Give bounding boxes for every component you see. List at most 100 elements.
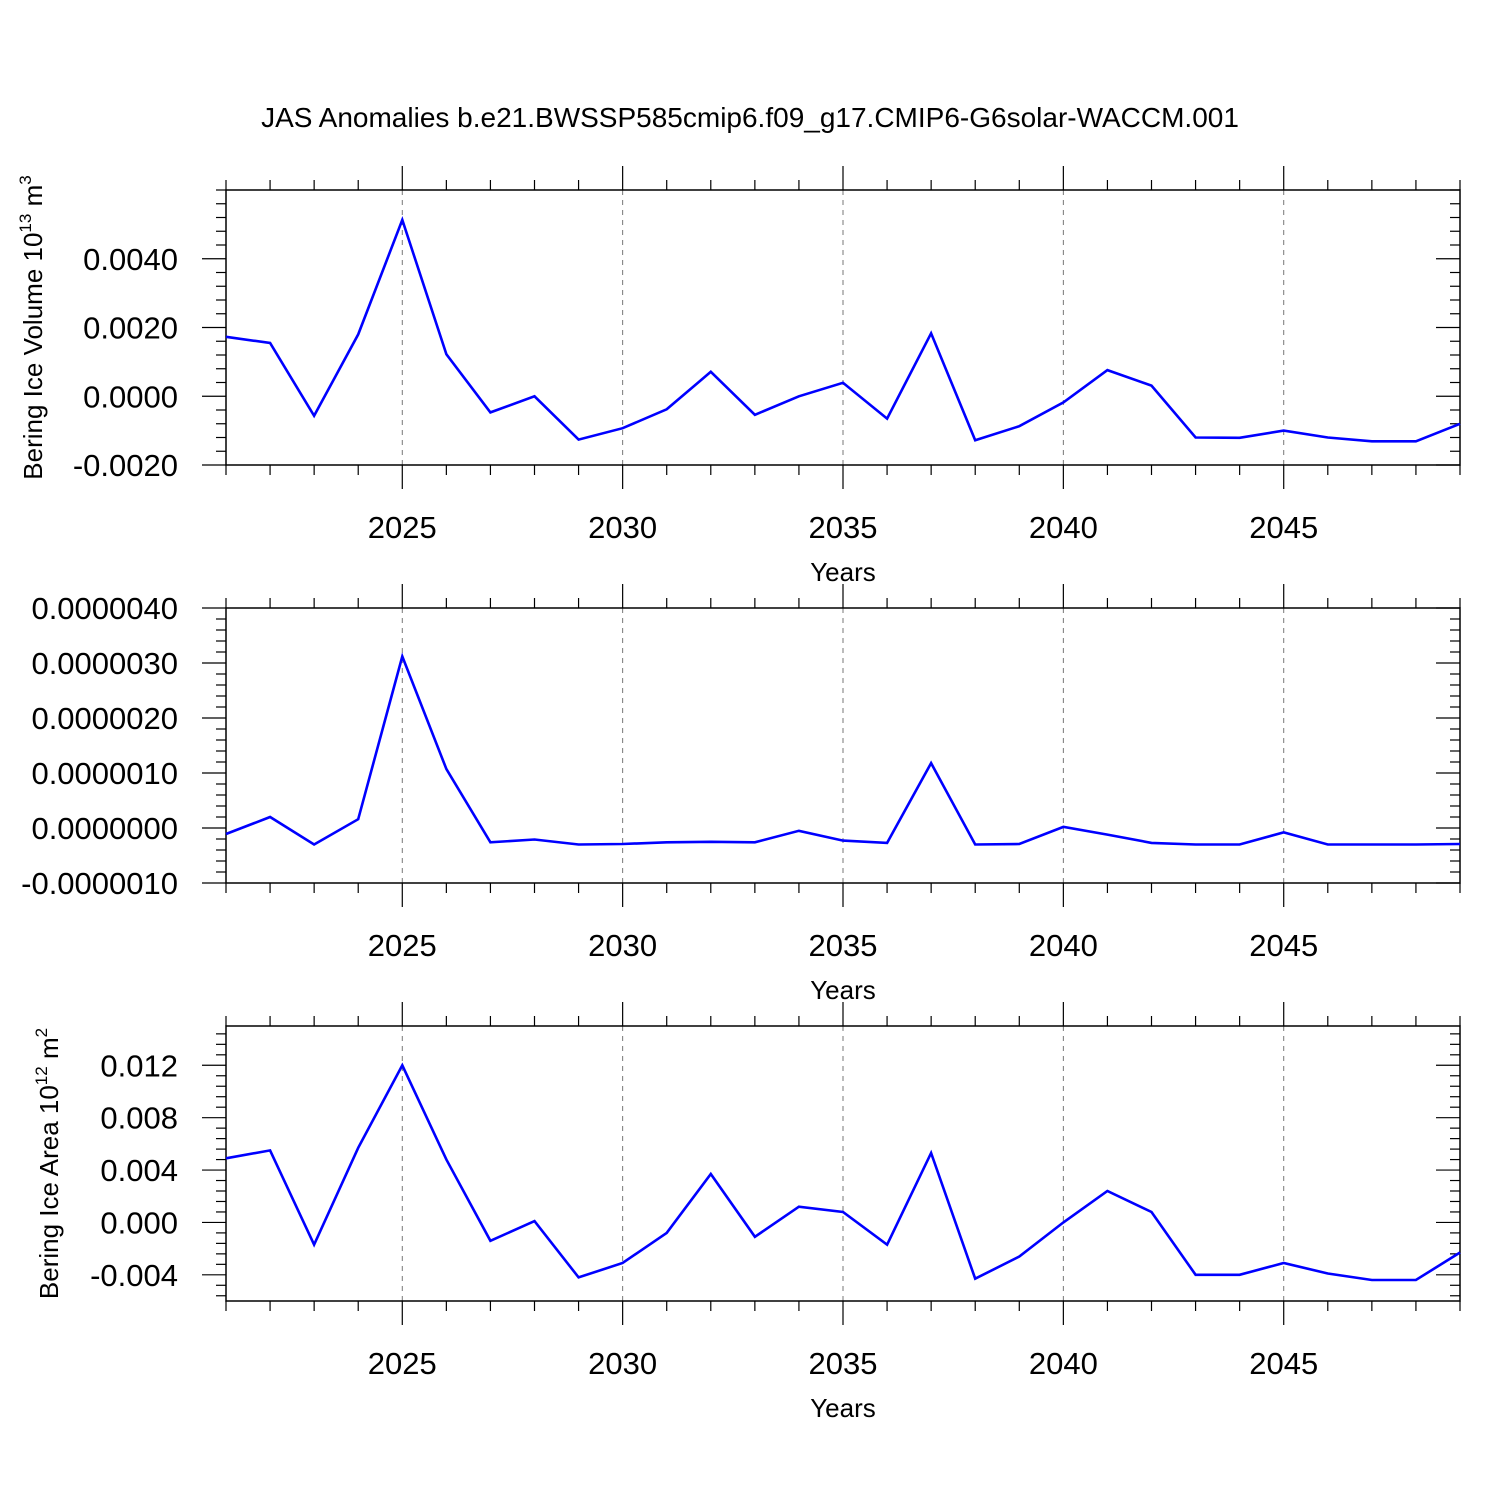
x-tick-label: 2045 [1249, 928, 1318, 963]
panel-3: -0.004 0.000 0.004 0.008 0.012 2025 2030 2035 20… [32, 1002, 1462, 1423]
x-axis-title: Years [810, 1393, 876, 1423]
series-line [225, 1062, 1461, 1282]
x-tick-label: 2045 [1249, 1346, 1318, 1381]
panels: -0.0020 0.0000 0.0020 0.0040 2025 2030 2035 204… [16, 166, 1462, 1423]
data-point [929, 331, 933, 335]
y-axis-title-unit-exponent: 2 [32, 1028, 51, 1037]
y-axis-title-exponent: 12 [32, 1066, 51, 1085]
data-point [1017, 1254, 1021, 1258]
data-point [885, 1243, 889, 1247]
data-point [1017, 842, 1021, 846]
data-point [665, 840, 669, 844]
data-point [1414, 1278, 1418, 1282]
x-tick-label: 2025 [368, 510, 437, 545]
plot-frame [225, 189, 1461, 466]
data-point [533, 838, 537, 842]
y-tick-label: 0.0000040 [31, 591, 178, 626]
x-tick-label: 2035 [809, 510, 878, 545]
data-point [1061, 1220, 1065, 1224]
data-point [1194, 1273, 1198, 1277]
data-point [577, 843, 581, 847]
y-tick-label: 0.0000020 [31, 701, 178, 736]
data-point [1150, 1210, 1154, 1214]
data-point [488, 410, 492, 414]
x-tick-label: 2045 [1249, 510, 1318, 545]
data-point [312, 1243, 316, 1247]
data-point [1326, 1272, 1330, 1276]
data-point [841, 839, 845, 843]
data-point [1370, 1278, 1374, 1282]
data-point [224, 1156, 228, 1160]
data-point [1238, 843, 1242, 847]
plot-frame [225, 1025, 1461, 1302]
data-point [1458, 1251, 1462, 1255]
data-point [797, 394, 801, 398]
data-point [1105, 833, 1109, 837]
data-point [356, 817, 360, 821]
x-tick-label: 2025 [368, 928, 437, 963]
data-point [268, 1148, 272, 1152]
y-axis-title-unit: m [18, 185, 48, 214]
x-tick-label: 2040 [1029, 510, 1098, 545]
panel-2: -0.0000010 0.0000000 0.0000010 0.0000020 0.0… [21, 584, 1462, 1005]
data-point [312, 843, 316, 847]
data-point [444, 1158, 448, 1162]
data-point [621, 426, 625, 430]
y-axis-title-unit: m [34, 1037, 64, 1066]
y-tick-label: 0.0040 [83, 242, 178, 277]
data-point [1370, 439, 1374, 443]
x-tick-label: 2030 [588, 928, 657, 963]
data-point [1061, 400, 1065, 404]
y-tick-label: 0.0000000 [31, 811, 178, 846]
data-point [885, 417, 889, 421]
data-point [885, 841, 889, 845]
data-point [533, 394, 537, 398]
data-point [929, 761, 933, 765]
data-point [1326, 843, 1330, 847]
data-point [973, 843, 977, 847]
data-point [1414, 439, 1418, 443]
y-axis-title-text: Bering Ice Area 10 [34, 1085, 64, 1299]
x-tick-label: 2035 [809, 1346, 878, 1381]
data-point [797, 1205, 801, 1209]
data-point [709, 370, 713, 374]
data-point [753, 840, 757, 844]
data-point [1282, 1261, 1286, 1265]
x-axis-title: Years [810, 975, 876, 1005]
data-point [1238, 1273, 1242, 1277]
data-point [1282, 830, 1286, 834]
data-point [621, 842, 625, 846]
data-point [488, 840, 492, 844]
data-point [400, 1063, 404, 1067]
data-point [621, 1261, 625, 1265]
data-point [356, 1146, 360, 1150]
y-tick-label: 0.008 [100, 1101, 178, 1136]
data-point [753, 413, 757, 417]
data-point [1017, 424, 1021, 428]
y-axis-title-unit-exponent: 3 [16, 175, 35, 184]
chart-title: JAS Anomalies b.e21.BWSSP585cmip6.f09_g1… [261, 102, 1239, 133]
data-point [577, 1275, 581, 1279]
data-point [533, 1219, 537, 1223]
data-point [1150, 841, 1154, 845]
data-point [1458, 842, 1462, 846]
x-tick-label: 2025 [368, 1346, 437, 1381]
data-point [753, 1235, 757, 1239]
data-point [665, 407, 669, 411]
x-tick-label: 2030 [588, 1346, 657, 1381]
data-point [841, 1210, 845, 1214]
data-point [1458, 422, 1462, 426]
y-axis-title-exponent: 13 [16, 214, 35, 233]
data-point [312, 414, 316, 418]
y-axis-title: Bering Ice Volume 1013 m3 [16, 175, 48, 479]
series-line [225, 652, 1461, 847]
data-point [268, 341, 272, 345]
data-point [1414, 843, 1418, 847]
data-point [488, 1239, 492, 1243]
data-point [973, 1277, 977, 1281]
data-point [400, 218, 404, 222]
data-point [1105, 1189, 1109, 1193]
y-tick-label: 0.012 [100, 1048, 178, 1083]
series-line [225, 216, 1461, 443]
data-point [973, 438, 977, 442]
